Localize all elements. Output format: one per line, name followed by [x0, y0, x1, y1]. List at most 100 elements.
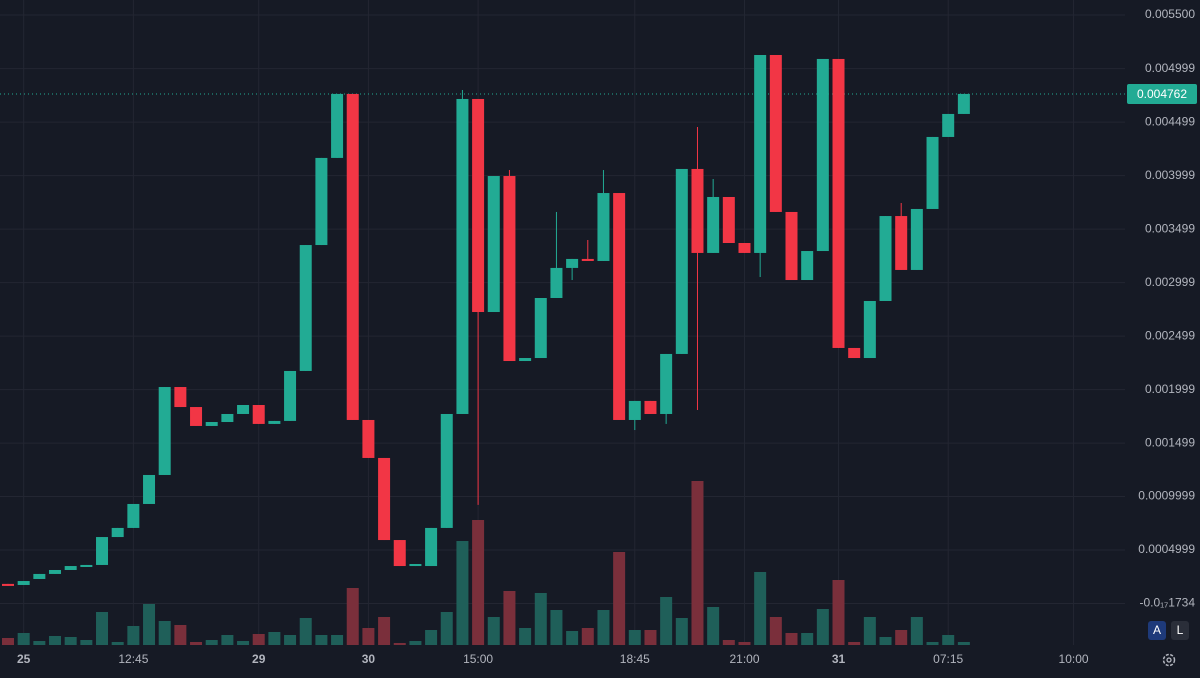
y-tick-label: 0.003499: [1145, 221, 1195, 235]
x-tick-label: 25: [17, 652, 31, 666]
scale-button[interactable]: [1171, 621, 1189, 640]
volume-bar: [550, 610, 563, 645]
volume-bar: [346, 588, 359, 645]
candle-body: [409, 564, 422, 567]
candle-body: [80, 564, 93, 567]
y-tick-label: 0.003999: [1145, 168, 1195, 182]
candle-body: [895, 216, 908, 270]
volume-bar: [33, 641, 46, 645]
candle-body: [205, 422, 218, 426]
volume-bar: [487, 617, 500, 645]
candle-body: [550, 267, 563, 298]
y-tick-label: 0.004999: [1145, 61, 1195, 75]
candle-body: [754, 54, 767, 253]
candle-body: [143, 474, 156, 504]
y-tick-label: -0.0₁₇1734: [1139, 596, 1195, 610]
candle-body: [613, 193, 626, 420]
volume-bar: [237, 641, 250, 645]
scale-button-label[interactable]: L: [1177, 623, 1184, 637]
candle-body: [926, 136, 939, 209]
volume-bar: [910, 617, 923, 645]
candle-body: [346, 93, 359, 420]
y-tick-label: 0.001999: [1145, 382, 1195, 396]
volume-bar: [409, 641, 422, 645]
candle-body: [942, 113, 955, 137]
candle-body: [503, 176, 516, 362]
scale-button-label[interactable]: A: [1153, 623, 1161, 637]
candle-body: [863, 300, 876, 359]
volume-bar: [769, 617, 782, 645]
candle-body: [487, 176, 500, 313]
volume-bar: [205, 640, 218, 645]
candle-body: [832, 58, 845, 348]
x-tick-label: 31: [832, 652, 846, 666]
volume-bar: [456, 541, 469, 645]
candle-body: [284, 370, 297, 421]
candle-body: [425, 527, 438, 567]
candle-body: [722, 196, 735, 243]
candle-body: [534, 297, 547, 359]
volume-bar: [127, 626, 140, 645]
volume-bar: [707, 607, 720, 645]
candle-body: [17, 581, 30, 585]
grid: [0, 0, 1125, 645]
scale-button[interactable]: [1148, 621, 1166, 640]
candle-body: [581, 258, 594, 261]
candle-body: [268, 420, 281, 424]
candle-body: [816, 58, 829, 252]
volume-bar: [519, 628, 532, 645]
y-tick-label: 0.002999: [1145, 275, 1195, 289]
candle-body: [393, 540, 406, 567]
volume-bar: [691, 481, 704, 645]
volume-bar: [754, 572, 767, 645]
volume-bar: [879, 637, 892, 645]
candle-body: [456, 98, 469, 414]
candle-body: [362, 419, 375, 458]
candle-body: [315, 157, 328, 246]
volume-bar: [675, 618, 688, 645]
volume-bar: [143, 604, 156, 645]
volume-bar: [597, 610, 610, 645]
volume-bar: [96, 612, 109, 645]
candle-body: [675, 168, 688, 354]
y-tick-label: 0.002499: [1145, 328, 1195, 342]
volume-bar: [581, 628, 594, 645]
volume-bar: [863, 617, 876, 645]
volume-bar: [80, 640, 93, 645]
candle-body: [299, 245, 312, 371]
x-tick-label: 15:00: [463, 652, 493, 666]
candle-body: [331, 93, 344, 158]
last-price-label: 0.004762: [1137, 87, 1187, 101]
volume-bar: [957, 642, 970, 645]
volume-bar: [926, 642, 939, 645]
candle-body: [158, 387, 171, 475]
volume-bar: [221, 635, 234, 645]
volume-bar: [801, 633, 814, 645]
candle-body: [472, 98, 485, 313]
candle-body: [519, 358, 532, 362]
x-tick-label: 12:45: [118, 652, 148, 666]
candle-body: [252, 404, 265, 424]
volume-bar: [111, 642, 124, 645]
candle-body: [628, 400, 641, 420]
volume-bar: [331, 635, 344, 645]
candle-body: [127, 503, 140, 528]
candle-body: [440, 413, 453, 528]
volume-bar: [17, 633, 30, 645]
y-tick-label: 0.005500: [1145, 7, 1195, 21]
volume-bar: [440, 612, 453, 645]
candle-body: [64, 566, 77, 570]
candle-body: [785, 211, 798, 281]
volume-bar: [299, 618, 312, 645]
volume-bar: [722, 640, 735, 645]
volume-bar: [628, 630, 641, 645]
candle-body: [660, 353, 673, 414]
volume-bar: [816, 609, 829, 645]
volume-bar: [503, 591, 516, 645]
candle-body: [691, 168, 704, 253]
volume-bar: [738, 642, 751, 645]
volume-bar: [315, 635, 328, 645]
volume-bar: [362, 628, 375, 645]
settings-icon[interactable]: [1162, 653, 1176, 667]
